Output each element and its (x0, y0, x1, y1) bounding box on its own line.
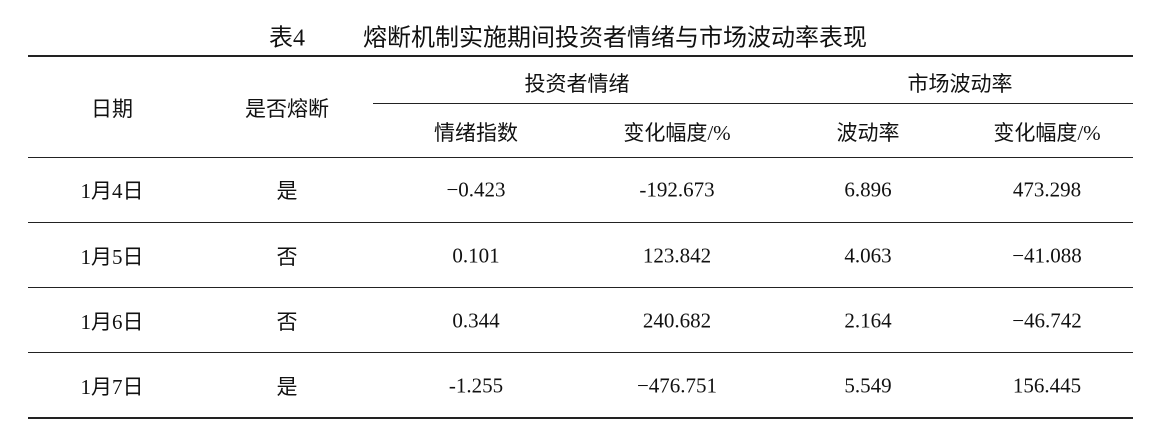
table-cell: 0.344 (452, 308, 500, 333)
table-cell: −41.088 (1012, 243, 1082, 268)
header-cell: 是否熔断 (245, 97, 329, 121)
group-header: 市场波动率 (907, 72, 1013, 96)
bottom-rule (28, 417, 1133, 419)
table-cell: 否 (276, 310, 298, 334)
sub-header: 变化幅度/% (993, 121, 1101, 145)
row-rule (28, 222, 1133, 223)
table-cell: 473.298 (1012, 177, 1082, 202)
sub-header: 变化幅度/% (623, 121, 731, 145)
row-rule (28, 287, 1133, 288)
table-cell: 1月5日 (80, 245, 144, 269)
table-cell: 1月6日 (80, 310, 144, 334)
table-cell: 是 (276, 179, 298, 203)
table-cell: 是 (276, 375, 298, 399)
group-header: 投资者情绪 (524, 72, 630, 96)
table-cell: −0.423 (446, 177, 506, 202)
table-cell: 0.101 (452, 243, 500, 268)
table-cell: 240.682 (642, 308, 712, 333)
table-cell: 123.842 (642, 243, 712, 268)
table-cell: −46.742 (1012, 308, 1082, 333)
table-cell: 2.164 (844, 308, 892, 333)
group-rule (373, 103, 1133, 104)
table-cell: 5.549 (844, 373, 892, 398)
table-cell: 6.896 (844, 177, 892, 202)
table-cell: -1.255 (448, 373, 504, 398)
table-cell: -192.673 (639, 177, 715, 202)
table-cell: 156.445 (1012, 373, 1082, 398)
table-cell: 1月7日 (80, 375, 144, 399)
table-cell: −476.751 (636, 373, 718, 398)
table-cell: 4.063 (844, 243, 892, 268)
table-label: 表4 (269, 25, 305, 52)
sub-header: 波动率 (836, 121, 900, 145)
header-cell: 日期 (91, 97, 133, 121)
header-rule (28, 157, 1133, 158)
table-cell: 1月4日 (80, 179, 144, 203)
table-cell: 否 (276, 245, 298, 269)
row-rule (28, 352, 1133, 353)
top-rule (28, 55, 1133, 57)
sub-header: 情绪指数 (434, 121, 518, 145)
table-title: 熔断机制实施期间投资者情绪与市场波动率表现 (363, 25, 867, 52)
